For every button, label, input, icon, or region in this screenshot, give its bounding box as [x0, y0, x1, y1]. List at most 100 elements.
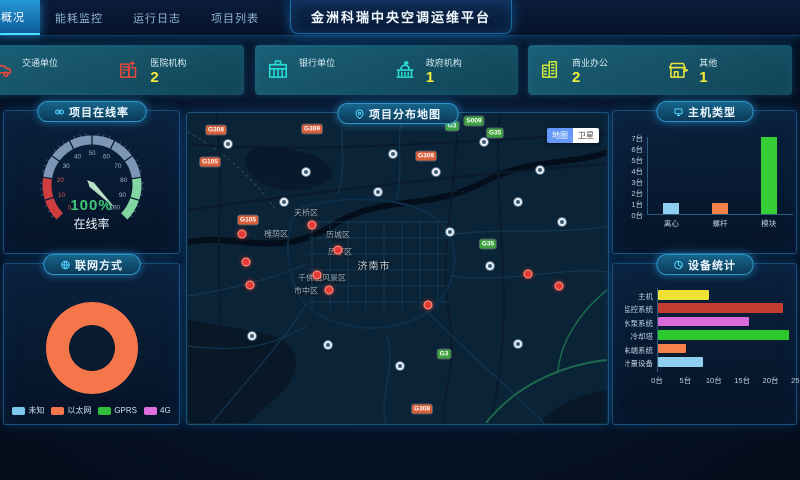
panel-network-header: 联网方式 [43, 254, 140, 275]
project-marker[interactable] [245, 280, 255, 290]
pie-icon [673, 260, 683, 270]
shop-icon [665, 57, 691, 83]
poi-marker [223, 139, 233, 149]
project-marker[interactable] [423, 300, 433, 310]
stat-card-office-other: 商业办公 2 其他 1 [528, 45, 792, 95]
tab-overview[interactable]: 概况 [0, 0, 40, 35]
poi-marker [513, 197, 523, 207]
panel-device-header: 设备统计 [656, 254, 753, 275]
y-axis-tick-label: 4台 [631, 167, 643, 176]
svg-text:80: 80 [120, 177, 128, 184]
tab-energy-monitor[interactable]: 能耗监控 [55, 12, 103, 25]
project-marker[interactable] [333, 245, 343, 255]
panel-host-header: 主机类型 [656, 101, 753, 122]
panel-map-header: 项目分布地图 [337, 103, 458, 124]
stat-value: 2 [150, 68, 159, 86]
host-type-chart: 0台 1台 2台 3台 4台 5台 6台 7台 离心 螺杆 模块 [617, 125, 793, 249]
stat-label: 交通单位 [22, 57, 59, 68]
legend-item[interactable]: 未知 [12, 405, 44, 416]
x-axis-tick-label: 模块 [761, 219, 777, 228]
stat-bank: 银行单位 [265, 45, 335, 95]
road-badge: G105 [238, 215, 258, 225]
gauge-area: 0 10 20 30 40 50 60 70 80 90 100 100% 在线率 [4, 123, 179, 253]
y-axis-tick-label: 监控系统 [625, 305, 653, 315]
project-marker[interactable] [523, 269, 533, 279]
poi-marker [485, 261, 495, 271]
hospital-icon [116, 57, 142, 83]
road-badge: G105 [200, 157, 220, 167]
poi-marker [513, 339, 523, 349]
map-canvas[interactable]: G308 G309 G309 G105 G105 G3 S009 G35 G35 G3 G308 济南… [188, 114, 607, 423]
x-axis-tick-label: 25台 [791, 376, 800, 386]
legend-item[interactable]: GPRS [98, 406, 137, 415]
road-badge: G309 [302, 124, 322, 134]
svg-text:60: 60 [103, 153, 111, 160]
panel-title: 项目在线率 [69, 106, 129, 119]
office-icon [538, 57, 564, 83]
stat-label: 医院机构 [150, 57, 187, 68]
panel-online-rate-header: 项目在线率 [37, 101, 146, 122]
y-axis-tick-label: 2台 [631, 189, 643, 198]
x-axis-tick-label: 15台 [734, 376, 751, 386]
map-label: 济南市 [357, 261, 391, 273]
y-axis-tick-label: 冷却塔 [630, 332, 654, 342]
poi-marker [395, 361, 405, 371]
map-type-toggle: 地图 卫星 [547, 128, 599, 143]
bar [658, 357, 704, 367]
x-axis-line [647, 214, 793, 215]
y-axis-line [647, 137, 648, 214]
x-axis-tick-label: 螺杆 [712, 219, 728, 228]
project-marker[interactable] [237, 229, 247, 239]
project-marker[interactable] [312, 270, 322, 280]
tab-run-log[interactable]: 运行日志 [133, 12, 181, 25]
map-mode-button[interactable]: 地图 [547, 128, 573, 143]
satellite-mode-button[interactable]: 卫星 [573, 128, 599, 143]
stat-value: 1 [699, 68, 708, 86]
x-axis-tick-label: 20台 [762, 376, 779, 386]
road-badge: G35 [486, 128, 504, 138]
map-label: 千佛山风景区 [298, 273, 346, 283]
stat-other: 其他 1 [665, 45, 717, 95]
stat-label: 商业办公 [572, 57, 609, 68]
y-axis-tick-label: 6台 [631, 145, 643, 154]
poi-marker [373, 187, 383, 197]
bar [712, 203, 728, 214]
legend-item[interactable]: 以太网 [51, 405, 91, 416]
poi-marker [388, 149, 398, 159]
panel-device-stats: 设备统计 主机 监控系统 水泵系统 冷却塔 末端系统 计量设备 0台 5台 10台 15台 20台 2… [612, 254, 800, 425]
tab-project-list[interactable]: 项目列表 [211, 12, 259, 25]
map-label: 市中区 [294, 286, 318, 296]
x-axis-tick-label: 0台 [651, 376, 663, 386]
donut-area: 未知 以太网 GPRS 4G [4, 276, 179, 424]
bar [760, 137, 777, 214]
poi-marker [247, 331, 257, 341]
panel-project-map: 项目分布地图 [186, 103, 609, 425]
y-axis-tick-label: 0台 [631, 211, 643, 220]
map-label: 槐荫区 [264, 229, 288, 239]
legend-label: GPRS [114, 406, 137, 415]
government-icon [392, 57, 418, 83]
y-axis-tick-label: 主机 [638, 292, 653, 301]
y-axis-tick-label: 1台 [631, 200, 643, 209]
map-label: 历城区 [326, 230, 350, 240]
poi-marker [323, 340, 333, 350]
app-title: 金洲科瑞中央空调运维平台 [290, 0, 512, 34]
legend-item[interactable]: 4G [144, 406, 171, 415]
road-badge: G308 [412, 404, 432, 414]
y-axis-line [657, 288, 658, 373]
project-marker[interactable] [307, 220, 317, 230]
svg-text:90: 90 [118, 192, 126, 199]
project-marker[interactable] [324, 285, 334, 295]
poi-marker [535, 165, 545, 175]
project-marker[interactable] [554, 281, 564, 291]
stat-value: 2 [572, 68, 581, 86]
panel-title: 主机类型 [688, 106, 736, 119]
globe-icon [60, 260, 70, 270]
project-marker[interactable] [241, 257, 251, 267]
poi-marker [479, 137, 489, 147]
road-badge: G308 [206, 125, 226, 135]
legend-label: 未知 [28, 406, 45, 415]
monitor-icon [673, 107, 683, 117]
y-axis-tick-label: 水泵系统 [625, 318, 653, 328]
